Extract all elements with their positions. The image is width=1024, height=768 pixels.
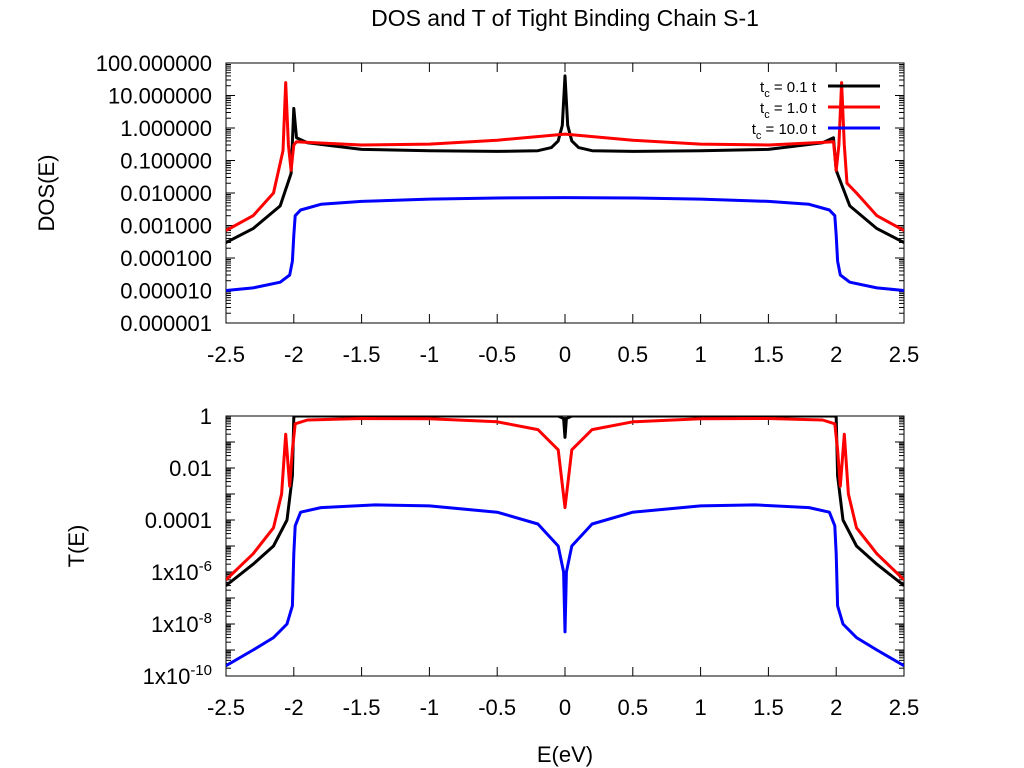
x-tick-label: -2 [284, 695, 304, 720]
transmission-plot-frame [225, 415, 905, 677]
x-tick-label: 1.5 [753, 695, 784, 720]
x-tick-label: -1 [420, 342, 440, 367]
x-tick-label: -1.5 [343, 695, 381, 720]
transmission-plot: -2.5 -2 -1.5 -1 -0.5 0 0.5 1 1.5 2 2.5 1 0.01 0.0001 1… [64, 404, 919, 720]
transmission-series-line-2 [226, 503, 904, 667]
y-tick-label: 100.000000 [96, 51, 212, 76]
y-tick-label: 10.000000 [108, 84, 212, 109]
x-tick-label: -0.5 [478, 342, 516, 367]
y-tick-label: 1 [200, 404, 212, 429]
y-tick-label: 1x10-8 [151, 610, 212, 637]
x-tick-label: 2 [830, 695, 842, 720]
dos-plot: -2.5 -2 -1.5 -1 -0.5 0 0.5 1 1.5 2 2.5 100.000000 10… [34, 51, 919, 367]
y-axis-label: DOS(E) [34, 155, 59, 232]
x-tick-label: 0.5 [618, 695, 649, 720]
y-tick-label: 0.001000 [120, 214, 212, 239]
x-axis-label: E(eV) [537, 742, 593, 767]
x-tick-label: 0.5 [618, 342, 649, 367]
x-tick-label: 0 [559, 695, 571, 720]
x-tick-label: -2 [284, 342, 304, 367]
x-tick-label: 2.5 [889, 695, 920, 720]
legend-label: tc = 1.0 t [760, 100, 817, 121]
y-tick-label: 0.010000 [120, 181, 212, 206]
y-tick-label: 1x10-6 [151, 558, 212, 585]
dos-series-line-2 [226, 196, 904, 292]
x-tick-label: 1.5 [753, 342, 784, 367]
x-tick-label: 1 [694, 342, 706, 367]
y-tick-label: 0.000010 [120, 279, 212, 304]
y-tick-label: 0.01 [169, 456, 212, 481]
x-tick-label: -1.5 [343, 342, 381, 367]
legend: tc = 0.1 ttc = 1.0 ttc = 10.0 t [752, 79, 880, 142]
x-tick-label: -2.5 [207, 695, 245, 720]
x-tick-label: 2.5 [889, 342, 920, 367]
dos-series-line-1 [226, 81, 904, 232]
y-axis-label: T(E) [64, 525, 89, 568]
x-tick-label: 1 [694, 695, 706, 720]
x-tick-label: -0.5 [478, 695, 516, 720]
x-tick-label: 0 [559, 342, 571, 367]
transmission-series-line-1 [226, 417, 904, 581]
legend-label: tc = 0.1 t [760, 79, 817, 100]
legend-label: tc = 10.0 t [752, 121, 817, 142]
transmission-series-line-0 [226, 416, 904, 587]
x-tick-label: 2 [830, 342, 842, 367]
x-tick-label: -1 [420, 695, 440, 720]
y-tick-label: 0.000100 [120, 246, 212, 271]
y-tick-label: 0.000001 [120, 311, 212, 336]
y-tick-label: 1x10-10 [143, 662, 212, 689]
y-tick-label: 0.0001 [145, 508, 212, 533]
chart-title: DOS and T of Tight Binding Chain S-1 [371, 5, 759, 31]
x-tick-label: -2.5 [207, 342, 245, 367]
y-tick-label: 1.000000 [120, 116, 212, 141]
y-tick-label: 0.100000 [120, 149, 212, 174]
